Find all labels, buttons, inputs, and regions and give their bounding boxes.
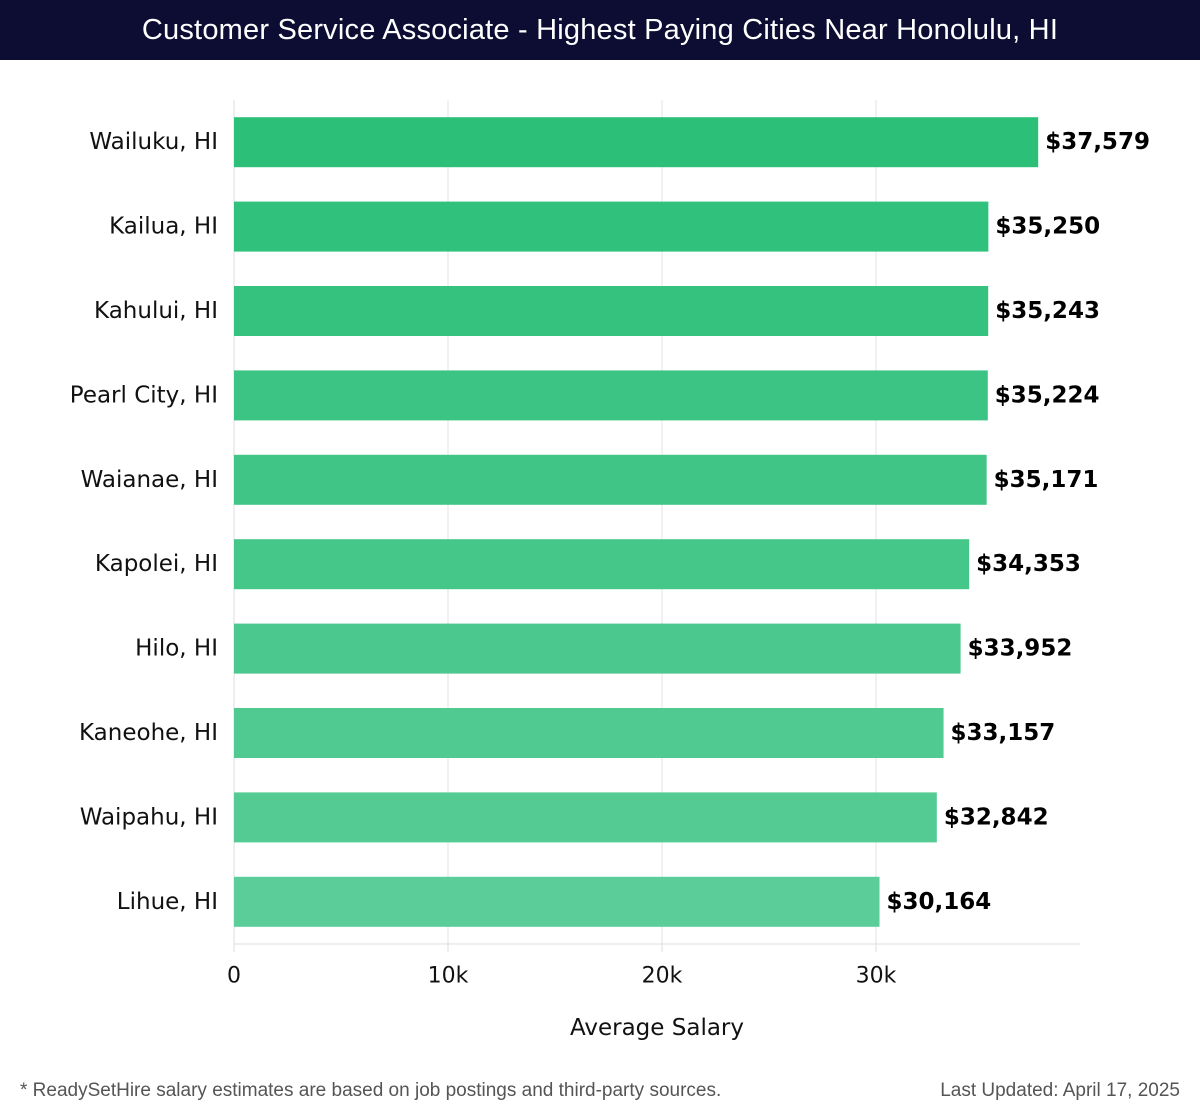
category-label: Hilo, HI: [135, 636, 218, 662]
category-label: Lihue, HI: [117, 889, 218, 915]
category-label: Waipahu, HI: [80, 804, 218, 830]
value-label: $34,353: [976, 551, 1081, 577]
value-label: $35,224: [995, 382, 1100, 408]
bar: [234, 623, 961, 674]
value-label: $32,842: [944, 804, 1049, 830]
category-label: Wailuku, HI: [89, 129, 218, 155]
value-label: $33,157: [951, 720, 1056, 746]
chart-title: Customer Service Associate - Highest Pay…: [141, 13, 1059, 46]
bar: [234, 370, 988, 421]
category-label: Pearl City, HI: [70, 382, 218, 408]
category-label: Kahului, HI: [94, 298, 218, 324]
x-tick-label: 20k: [642, 964, 683, 989]
x-axis-title: Average Salary: [570, 1015, 744, 1041]
bar: [234, 286, 989, 336]
bar: [234, 117, 1039, 168]
value-label: $30,164: [887, 889, 992, 915]
x-tick-label: 30k: [856, 964, 897, 989]
bar: [234, 792, 937, 843]
bar: [234, 876, 880, 927]
bar: [234, 708, 944, 758]
value-label: $37,579: [1045, 129, 1150, 155]
value-label: $33,952: [968, 636, 1073, 662]
chart-title-bar: Customer Service Associate - Highest Pay…: [0, 0, 1200, 60]
bar: [234, 454, 987, 505]
category-label: Kailua, HI: [109, 214, 218, 240]
bar: [234, 201, 989, 252]
footer-note: * ReadySetHire salary estimates are base…: [20, 1080, 722, 1101]
value-label: $35,250: [995, 214, 1100, 240]
x-tick-label: 10k: [428, 964, 469, 989]
bar: [234, 539, 970, 590]
category-label: Waianae, HI: [81, 467, 218, 493]
last-updated: Last Updated: April 17, 2025: [940, 1080, 1180, 1101]
category-label: Kapolei, HI: [95, 551, 218, 577]
category-label: Kaneohe, HI: [79, 720, 218, 746]
value-label: $35,243: [995, 298, 1100, 324]
value-label: $35,171: [994, 467, 1099, 493]
x-tick-label: 0: [227, 964, 241, 989]
